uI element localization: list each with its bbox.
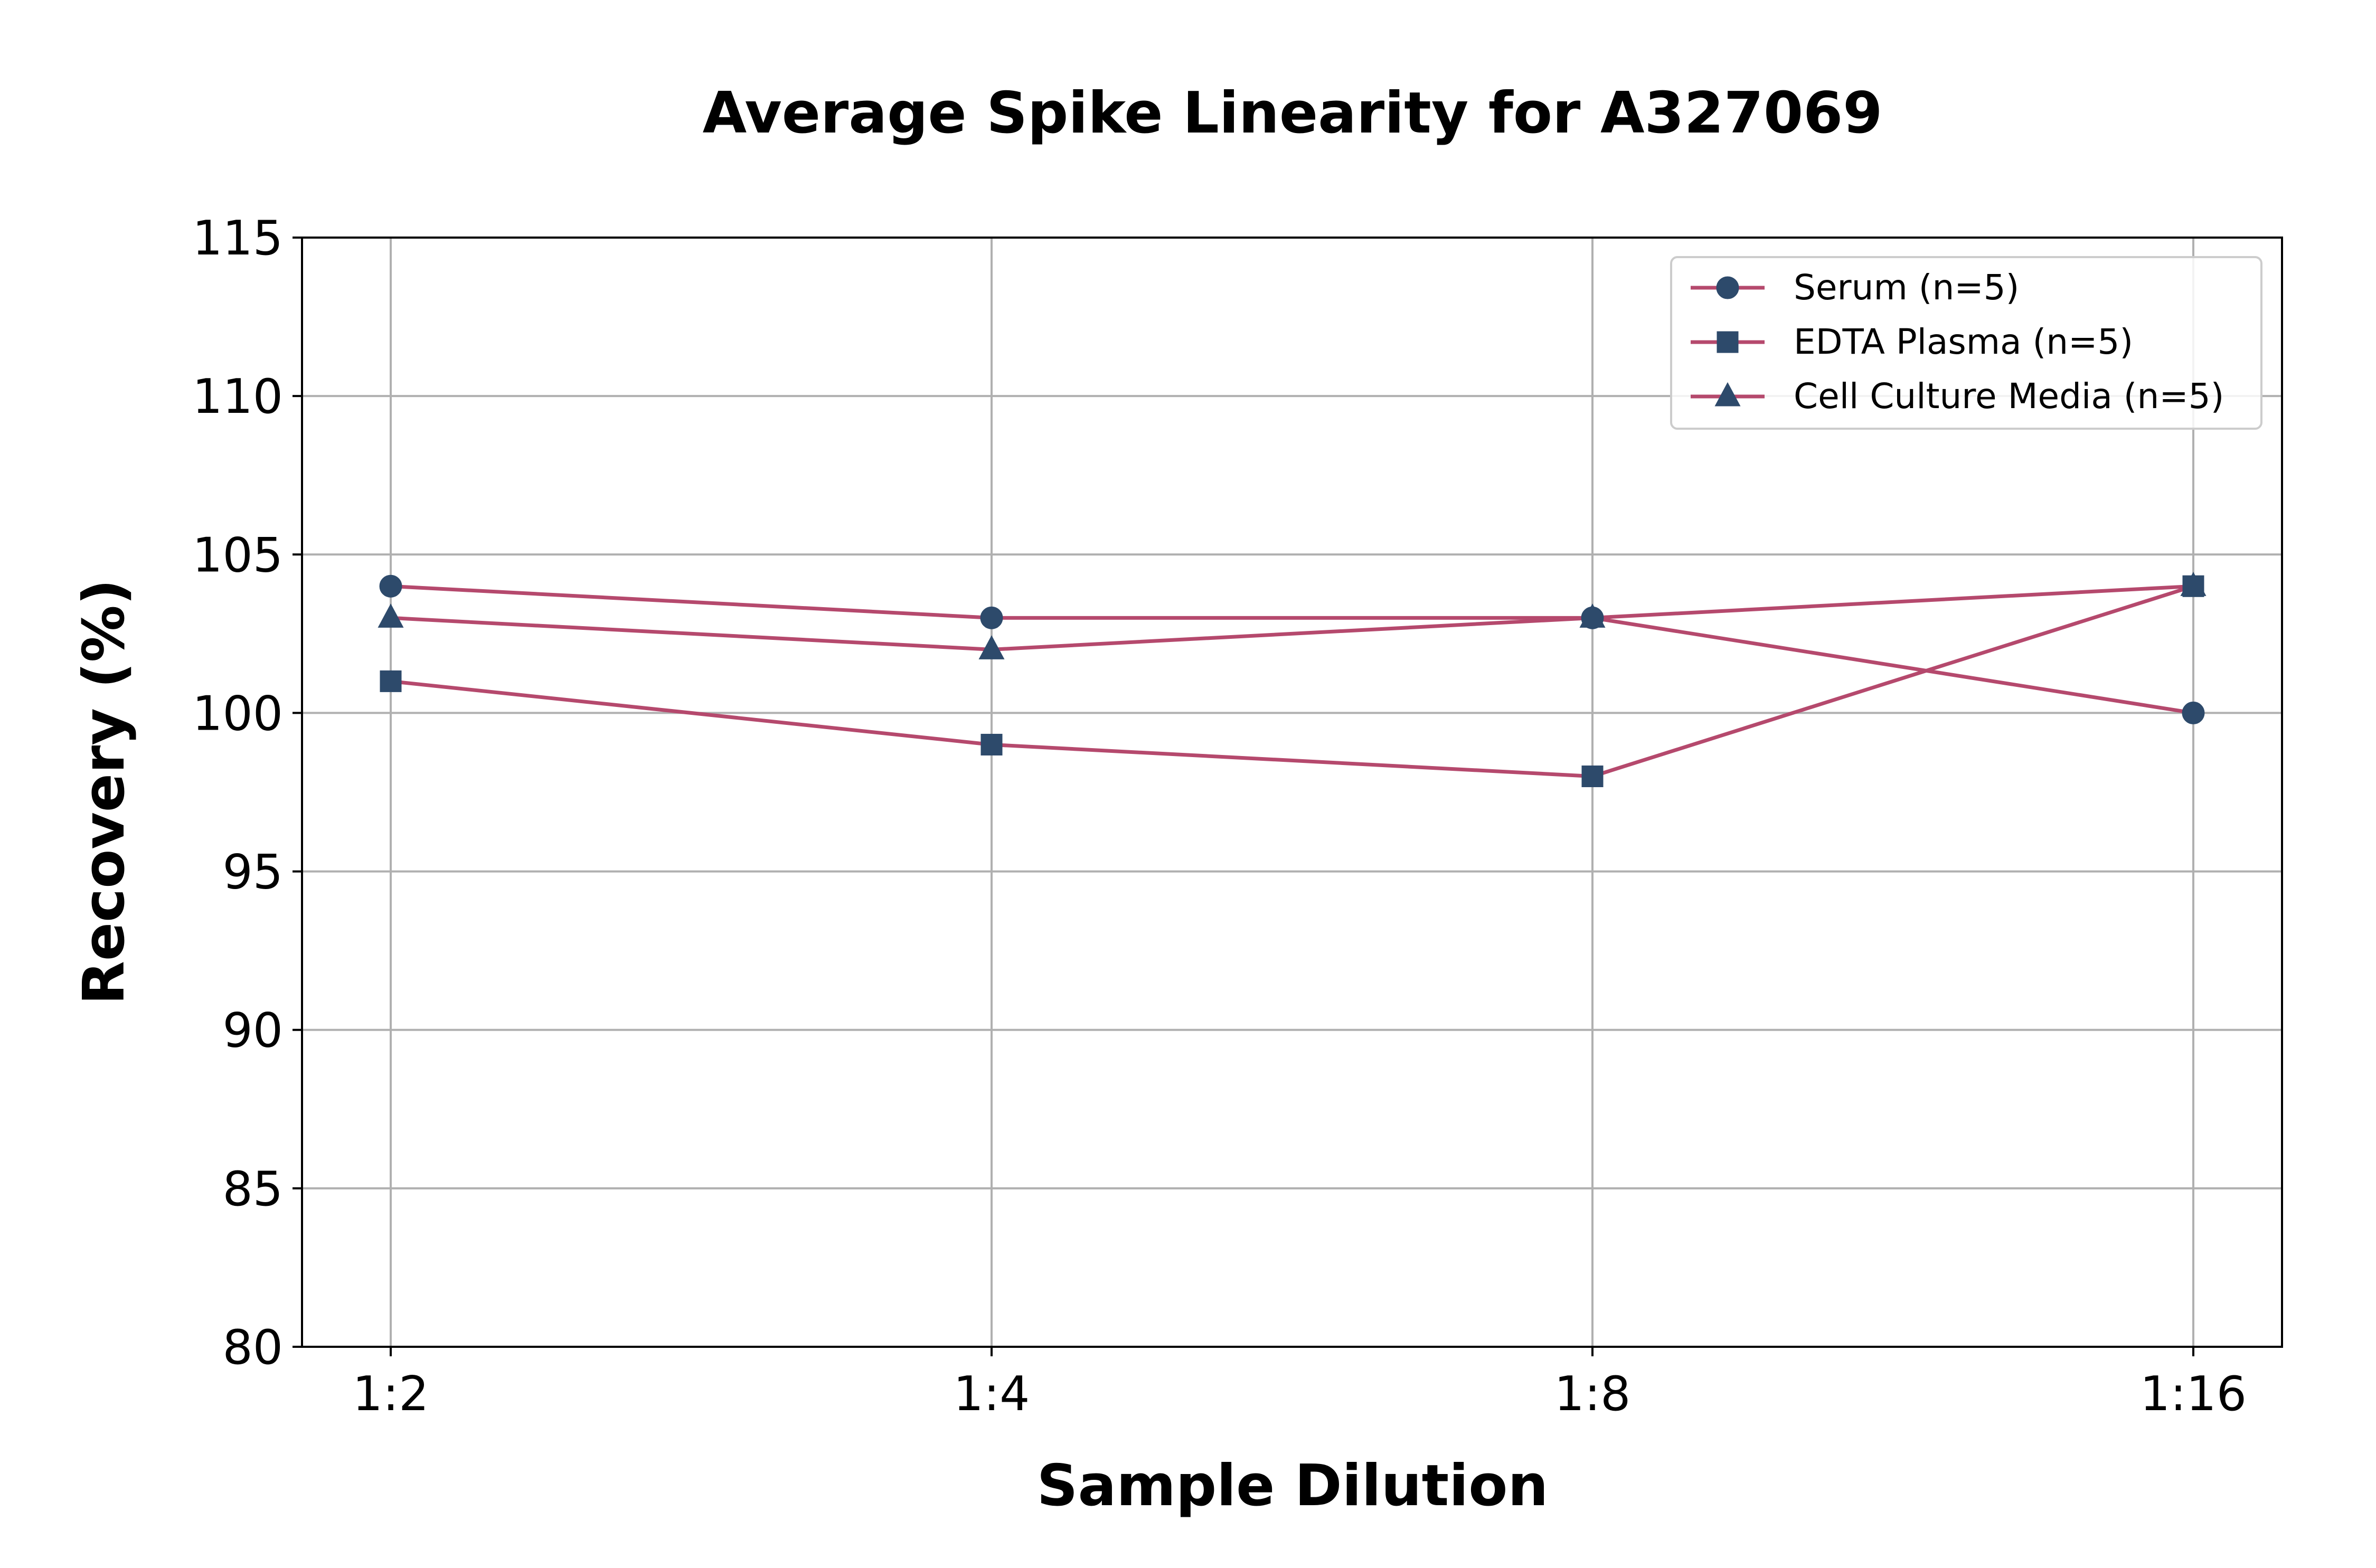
data-point-square — [1581, 765, 1604, 787]
x-tick-label: 1:8 — [1554, 1366, 1631, 1422]
legend: Serum (n=5) EDTA Plasma (n=5) Cell Culture… — [1670, 256, 2262, 430]
x-axis-ticks: 1:2 1:4 1:8 1:16 — [353, 1347, 2247, 1422]
series-markers — [378, 572, 2207, 787]
data-point-circle — [2182, 701, 2205, 724]
data-point-circle — [379, 574, 402, 598]
y-tick-label: 115 — [192, 211, 283, 266]
legend-marker-circle — [1716, 276, 1739, 299]
x-tick-label: 1:16 — [2140, 1366, 2247, 1422]
y-axis-label: Recovery (%) — [71, 579, 137, 1005]
series-line-circle — [390, 584, 2194, 715]
plot-frame — [301, 237, 2283, 1348]
legend-marker-square — [1717, 331, 1739, 353]
chart-title: Average Spike Linearity for A327069 — [703, 80, 1883, 146]
y-axis-ticks: 80 85 90 95 100 105 110 115 — [192, 211, 302, 1375]
y-tick-label: 80 — [222, 1320, 283, 1375]
legend-label: Serum (n=5) — [1794, 267, 2019, 308]
data-point-triangle — [978, 635, 1005, 659]
y-tick-label: 110 — [192, 369, 283, 424]
data-point-square — [380, 670, 402, 692]
legend-box — [1670, 256, 2262, 430]
data-point-circle — [980, 606, 1003, 629]
y-tick-label: 95 — [222, 845, 283, 900]
x-tick-label: 1:4 — [954, 1366, 1030, 1422]
y-tick-label: 105 — [192, 527, 283, 583]
legend-label: Cell Culture Media (n=5) — [1794, 376, 2224, 417]
series-line-triangle — [390, 584, 2194, 651]
series-lines — [390, 584, 2194, 778]
x-tick-label: 1:2 — [353, 1366, 429, 1422]
data-point-triangle — [2180, 572, 2207, 596]
data-point-triangle — [1579, 603, 1606, 628]
series-line-square — [390, 584, 2194, 778]
legend-items: Serum (n=5) EDTA Plasma (n=5) Cell Culture… — [1691, 267, 2224, 417]
x-axis-label: Sample Dilution — [1037, 1453, 1549, 1519]
data-point-square — [980, 733, 1003, 755]
legend-label: EDTA Plasma (n=5) — [1794, 322, 2133, 362]
data-point-triangle — [378, 603, 404, 628]
y-tick-label: 100 — [192, 686, 283, 741]
legend-marker-triangle — [1714, 382, 1741, 407]
y-tick-label: 85 — [222, 1161, 283, 1217]
y-tick-label: 90 — [222, 1003, 283, 1059]
